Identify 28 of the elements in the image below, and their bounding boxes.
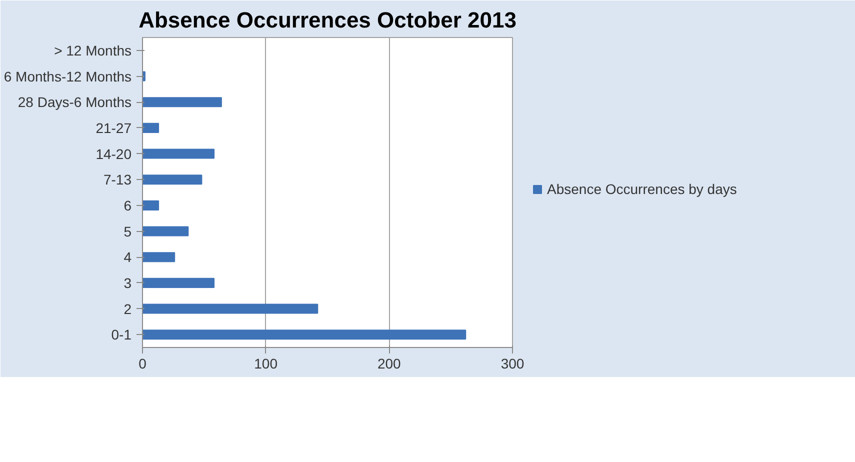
y-tick-label: 0-1: [111, 326, 132, 343]
y-tick-label: 21-27: [96, 120, 132, 136]
chart-title: Absence Occurrences October 2013: [138, 8, 516, 32]
bar: [142, 97, 222, 108]
y-tick-label: 3: [124, 274, 132, 291]
bar: [142, 200, 160, 210]
bar: [142, 148, 215, 159]
bar: [142, 330, 466, 340]
x-tick-label: 100: [254, 356, 278, 372]
x-tick-label: 0: [138, 356, 147, 372]
bar: [142, 226, 189, 236]
bar: [142, 304, 318, 314]
y-tick-label: 28 Days-6 Months: [18, 94, 132, 110]
x-tick-label: 200: [377, 356, 402, 372]
x-tick-label: 300: [500, 356, 524, 372]
y-tick-label: 6: [124, 197, 132, 214]
bar: [142, 174, 202, 185]
legend-label: Absence Occurrences by days: [547, 181, 737, 197]
y-tick-label: 4: [124, 249, 132, 266]
y-tick-label: 6 Months-12 Months: [4, 68, 132, 84]
bar: [142, 252, 176, 262]
y-tick-label: 7-13: [103, 172, 132, 188]
bar: [142, 122, 160, 133]
y-tick-label: 5: [124, 223, 132, 240]
bar: [142, 278, 215, 288]
y-tick-label: > 12 Months: [54, 42, 132, 58]
y-tick-label: 14-20: [96, 146, 132, 162]
y-tick-label: 2: [124, 300, 132, 317]
